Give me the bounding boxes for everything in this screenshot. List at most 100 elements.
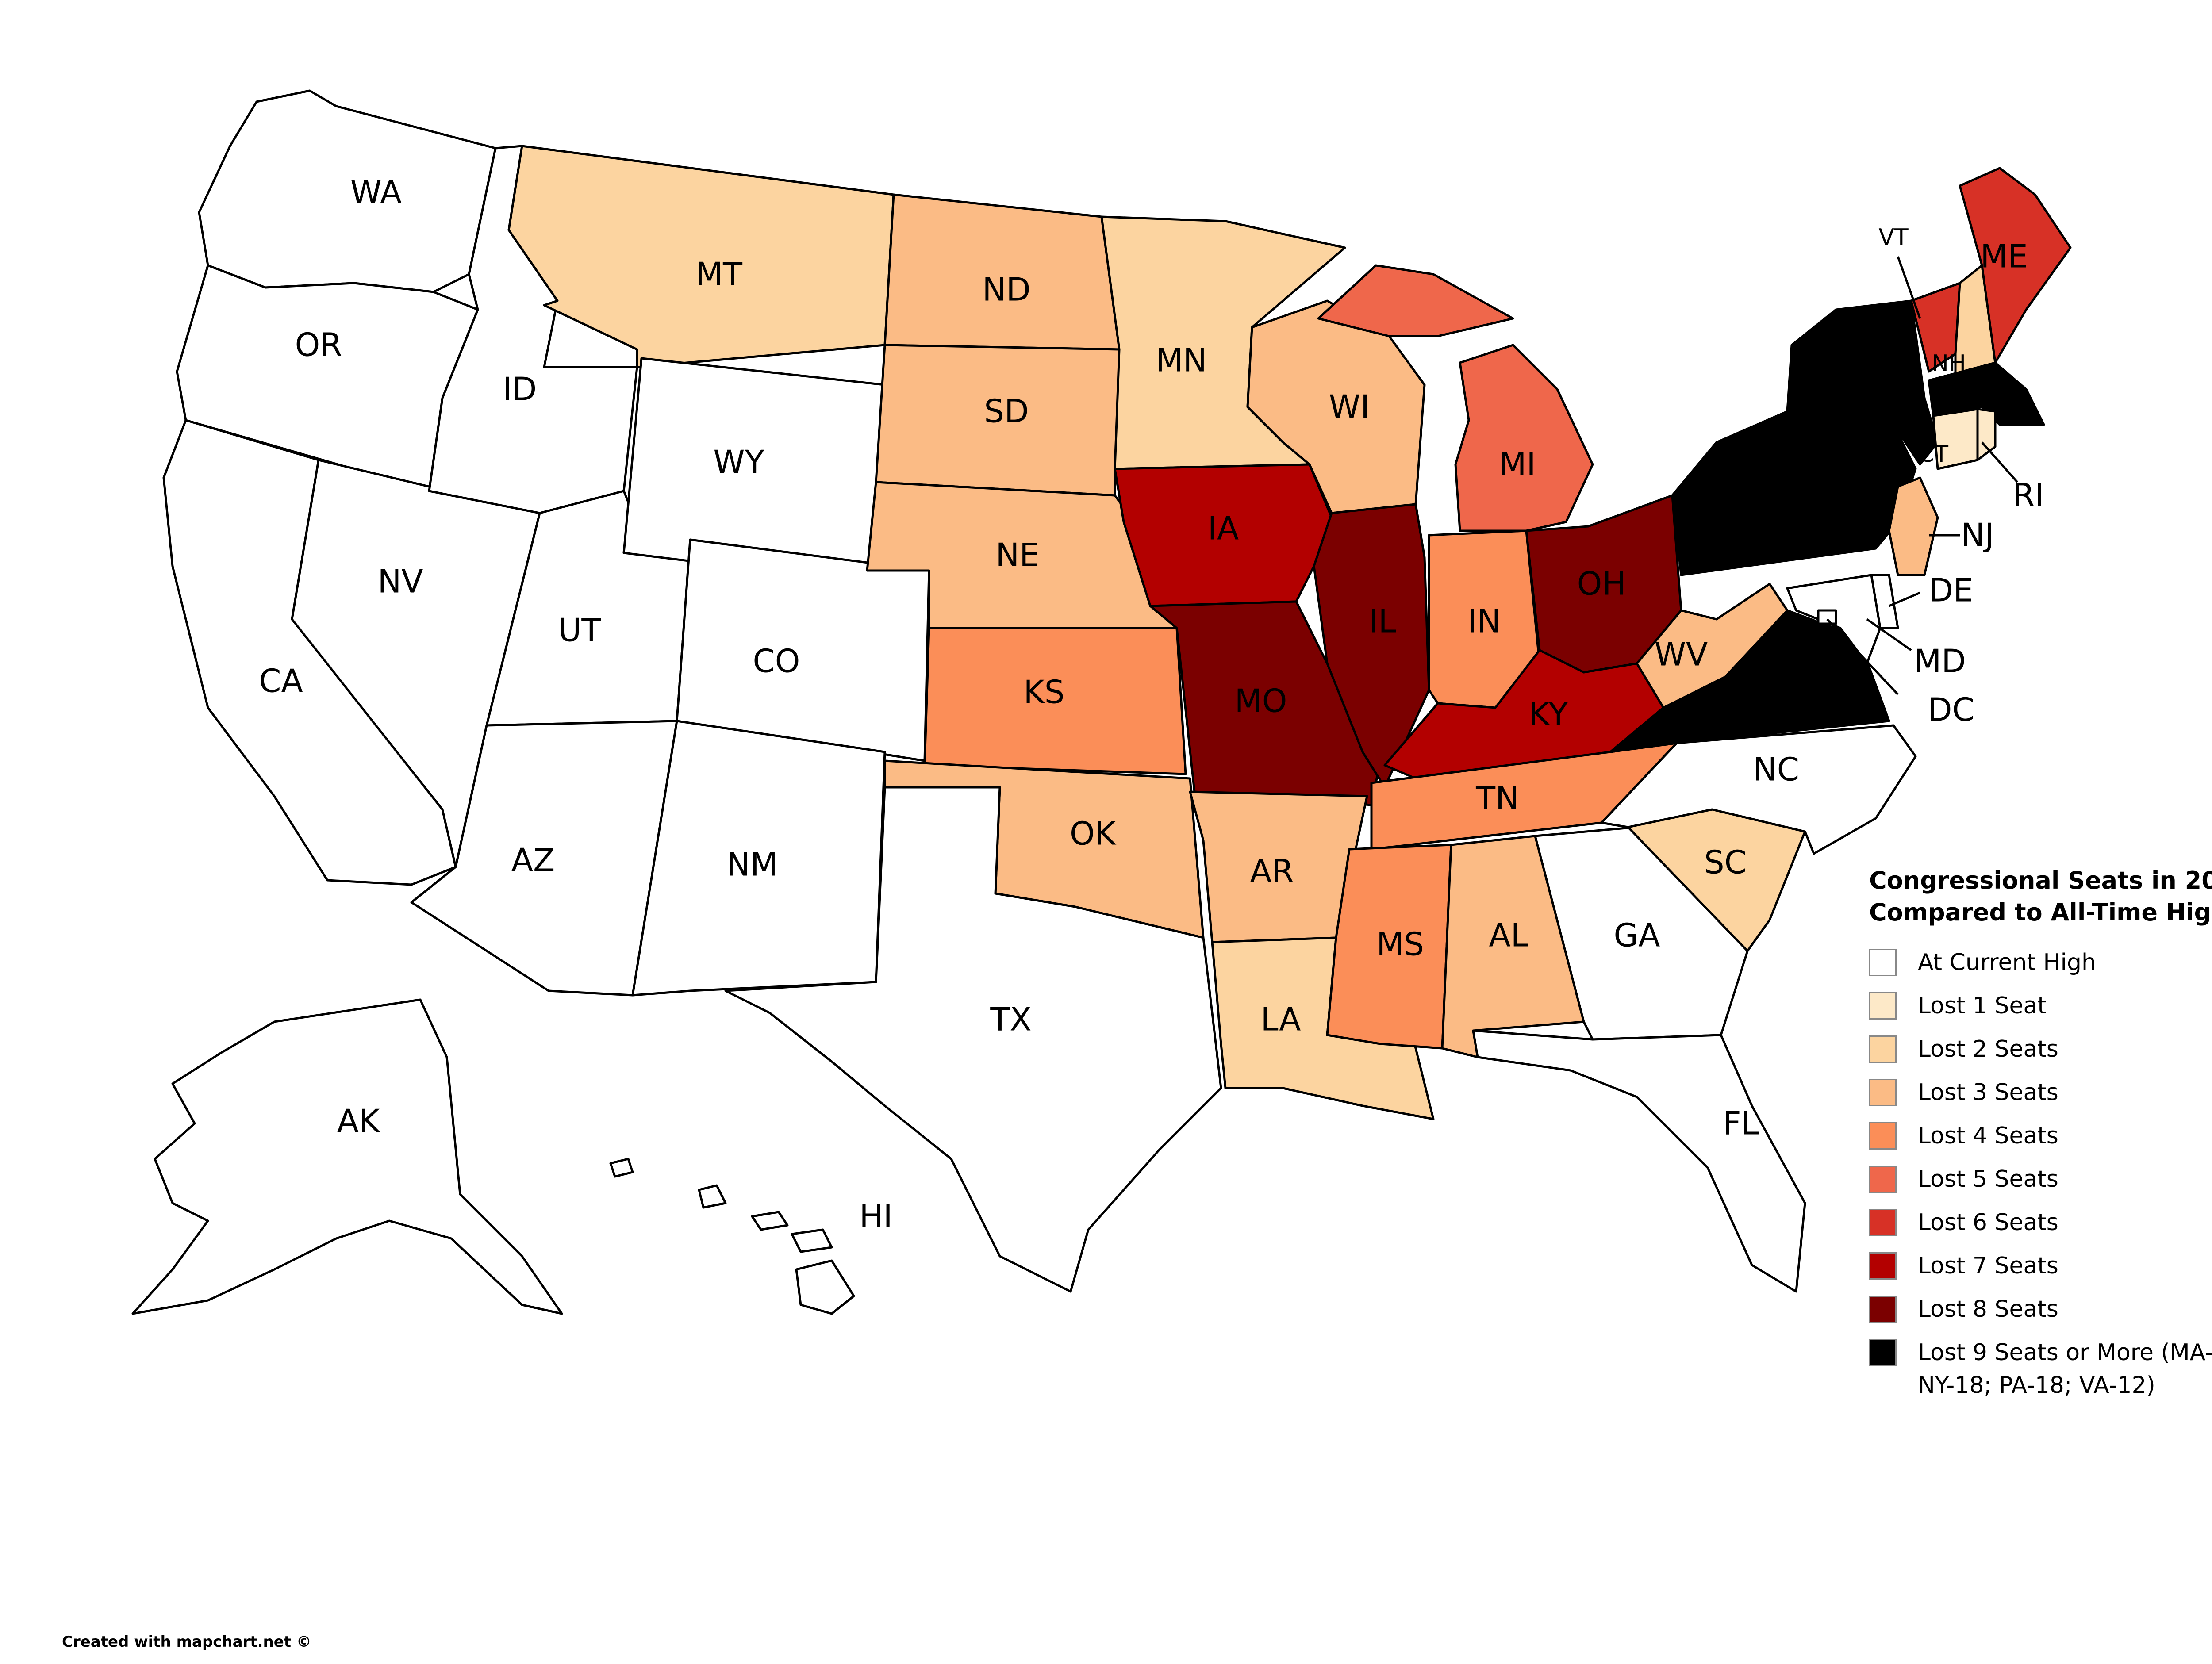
state-hi-5[interactable] [795, 1259, 855, 1315]
state-wa[interactable] [198, 89, 497, 293]
state-dc[interactable] [1817, 609, 1837, 625]
state-label-ms: MS [1376, 926, 1424, 963]
legend-items: At Current High Lost 1 Seat Lost 2 Seats Lo… [1869, 946, 2212, 1402]
legend-label: Lost 9 Seats or More (MA-11; NY-18; PA-1… [1918, 1339, 2212, 1399]
state-label-la: LA [1260, 1001, 1301, 1038]
legend-label: Lost 6 Seats [1918, 1209, 2058, 1236]
state-label-mi: MI [1499, 446, 1536, 483]
state-ny[interactable] [1715, 299, 1939, 466]
state-label-fl: FL [1723, 1105, 1759, 1142]
state-me[interactable] [1959, 167, 2072, 364]
state-wv[interactable] [1636, 583, 1789, 709]
legend-title: Congressional Seats in 2019 Compared to … [1869, 867, 2212, 926]
state-label-al: AL [1489, 917, 1528, 954]
state-label-id: ID [503, 371, 537, 408]
state-label-wv: WV [1655, 636, 1708, 673]
state-label-vt: VT [1878, 224, 1909, 251]
state-label-co: CO [753, 643, 800, 680]
legend-item: Lost 5 Seats [1869, 1163, 2212, 1196]
leader-vt [1897, 256, 1921, 319]
legend-swatch [1869, 1035, 1897, 1063]
state-label-ar: AR [1250, 853, 1294, 890]
legend-item: At Current High [1869, 946, 2212, 979]
legend-item: Lost 3 Seats [1869, 1076, 2212, 1109]
state-label-sc: SC [1704, 844, 1747, 881]
legend-label: Lost 4 Seats [1918, 1123, 2058, 1149]
state-label-ky: KY [1529, 696, 1569, 733]
state-hi-4[interactable] [791, 1228, 833, 1253]
legend-label: Lost 5 Seats [1918, 1166, 2058, 1192]
state-label-in: IN [1467, 603, 1501, 640]
leader-ri [1981, 441, 2018, 483]
legend-label: Lost 7 Seats [1918, 1253, 2058, 1279]
state-hi-3[interactable] [751, 1211, 789, 1231]
state-label-wi: WI [1329, 388, 1370, 426]
legend-label: Lost 8 Seats [1918, 1296, 2058, 1323]
map-legend: Congressional Seats in 2019 Compared to … [1869, 865, 2212, 1412]
legend-swatch [1869, 949, 1897, 976]
leader-de [1889, 591, 1920, 607]
state-label-ga: GA [1613, 917, 1660, 954]
legend-item: Lost 7 Seats [1869, 1250, 2212, 1282]
legend-swatch [1869, 1209, 1897, 1236]
state-label-de: DE [1929, 572, 1974, 609]
legend-item: Lost 2 Seats [1869, 1033, 2212, 1066]
state-label-nh: NH [1932, 350, 1966, 377]
legend-swatch [1869, 992, 1897, 1020]
legend-item: Lost 6 Seats [1869, 1206, 2212, 1239]
state-label-mt: MT [695, 256, 743, 293]
state-label-ut: UT [558, 612, 602, 649]
state-label-sd: SD [984, 393, 1029, 430]
state-label-nj: NJ [1961, 517, 1994, 554]
state-label-ak: AK [337, 1103, 380, 1140]
legend-swatch [1869, 1079, 1897, 1106]
state-label-nd: ND [982, 271, 1030, 308]
state-label-nc: NC [1753, 751, 1799, 788]
state-label-ne: NE [995, 537, 1039, 574]
state-label-oh: OH [1577, 565, 1626, 602]
state-label-me: ME [1980, 238, 2028, 275]
state-label-ia: IA [1208, 510, 1239, 547]
state-label-dc: DC [1928, 691, 1974, 728]
legend-swatch [1869, 1339, 1897, 1366]
state-label-tx: TX [990, 1001, 1031, 1038]
state-label-ks: KS [1024, 674, 1065, 711]
state-label-il: IL [1369, 603, 1396, 640]
state-label-or: OR [295, 326, 342, 364]
legend-swatch [1869, 1122, 1897, 1150]
leader-dc [1826, 618, 1899, 695]
state-fl[interactable] [1472, 1029, 1806, 1293]
credit-text: Created with mapchart.net © [62, 1633, 311, 1651]
legend-label: Lost 3 Seats [1918, 1079, 2058, 1106]
state-nj[interactable] [1888, 476, 1939, 576]
leader-md [1866, 618, 1912, 652]
state-nc[interactable] [1600, 724, 1917, 855]
state-ri[interactable] [1976, 408, 1997, 461]
state-label-ri: RI [2012, 477, 2044, 514]
state-label-md: MD [1914, 643, 1966, 680]
state-pa[interactable] [1671, 423, 1917, 576]
legend-swatch [1869, 1296, 1897, 1323]
legend-label: At Current High [1918, 949, 2096, 976]
state-hi-2[interactable] [698, 1184, 727, 1209]
state-label-wa: WA [350, 174, 402, 211]
legend-item: Lost 1 Seat [1869, 989, 2212, 1022]
legend-label: Lost 1 Seat [1918, 993, 2047, 1019]
state-label-az: AZ [511, 842, 555, 879]
state-hi-1[interactable] [609, 1158, 634, 1178]
state-label-ca: CA [259, 663, 303, 700]
state-label-ok: OK [1070, 815, 1117, 852]
state-ak[interactable] [131, 998, 563, 1315]
state-tx[interactable] [724, 786, 1222, 1293]
state-mi[interactable] [1454, 344, 1594, 532]
state-ks[interactable] [923, 627, 1187, 775]
state-label-mo: MO [1235, 682, 1287, 720]
legend-item: Lost 9 Seats or More (MA-11; NY-18; PA-1… [1869, 1336, 2212, 1402]
legend-swatch [1869, 1166, 1897, 1193]
state-mi-up[interactable] [1317, 264, 1514, 337]
state-label-wy: WY [713, 444, 764, 481]
legend-item: Lost 8 Seats [1869, 1293, 2212, 1326]
state-label-nm: NM [726, 846, 778, 883]
state-label-mn: MN [1156, 342, 1207, 379]
